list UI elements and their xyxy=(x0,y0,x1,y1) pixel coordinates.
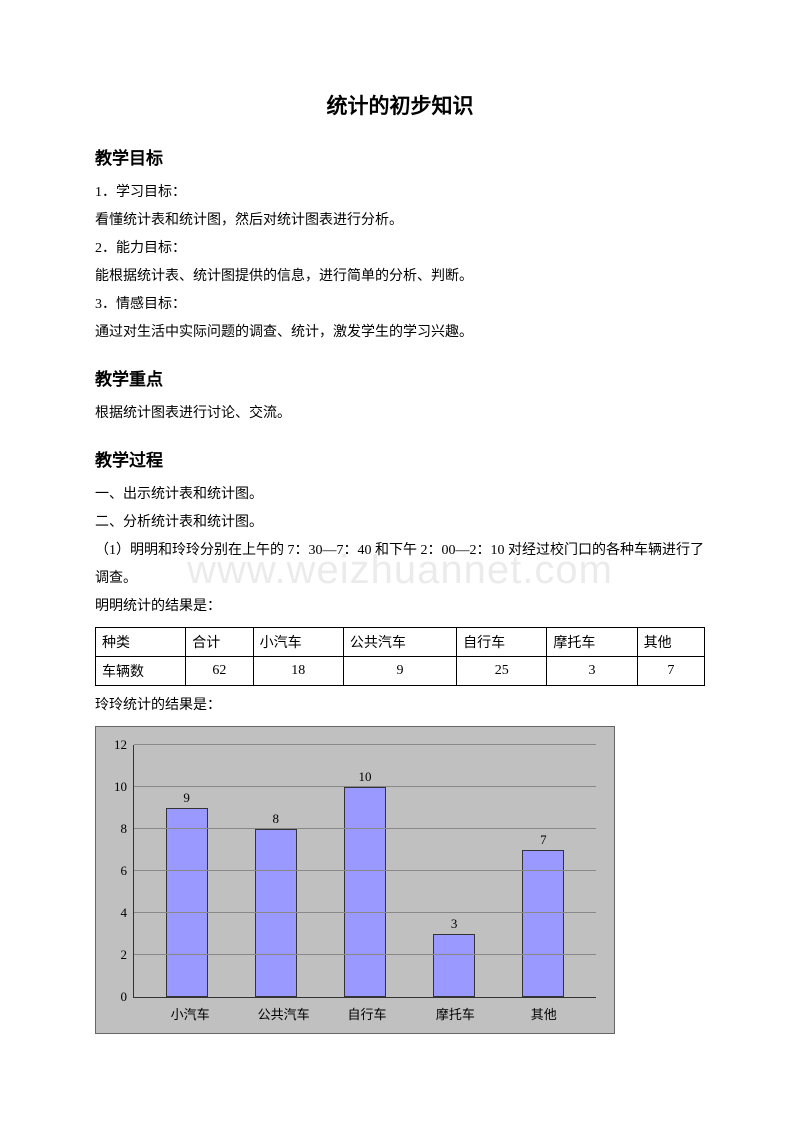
table-cell: 18 xyxy=(253,657,343,686)
bar xyxy=(166,808,208,997)
para-8: 一、出示统计表和统计图。 xyxy=(95,481,705,509)
para-4: 能根据统计表、统计图提供的信息，进行简单的分析、判断。 xyxy=(95,263,705,291)
x-axis: 小汽车 公共汽车 自行车 摩托车 其他 xyxy=(138,998,596,1023)
heading-process: 教学过程 xyxy=(95,446,705,471)
table-header-cell: 自行车 xyxy=(457,628,547,657)
table-header-cell: 合计 xyxy=(186,628,253,657)
plot-area: 9 8 10 3 7 xyxy=(133,745,596,998)
bars-container: 9 8 10 3 7 xyxy=(134,745,596,997)
bar-chart: 12 10 8 6 4 2 0 9 8 10 3 7 小汽车 公共汽车 自行车 摩托车 … xyxy=(95,726,615,1034)
bar xyxy=(433,934,475,997)
para-7: 根据统计图表进行讨论、交流。 xyxy=(95,400,705,428)
bar-value-label: 8 xyxy=(273,811,280,827)
bar-column: 10 xyxy=(344,769,386,997)
para-5: 3．情感目标： xyxy=(95,291,705,319)
para-1: 1．学习目标： xyxy=(95,179,705,207)
bar-column: 8 xyxy=(255,811,297,997)
bar-value-label: 10 xyxy=(358,769,371,785)
bar-value-label: 9 xyxy=(183,790,190,806)
table-header-cell: 摩托车 xyxy=(547,628,637,657)
chart-body: 12 10 8 6 4 2 0 9 8 10 3 7 xyxy=(114,745,596,998)
grid-line xyxy=(134,954,596,955)
bar-column: 9 xyxy=(166,790,208,997)
bar-column: 3 xyxy=(433,916,475,997)
table-cell: 7 xyxy=(637,657,704,686)
table-cell: 62 xyxy=(186,657,253,686)
para-2: 看懂统计表和统计图，然后对统计图表进行分析。 xyxy=(95,207,705,235)
para-3: 2．能力目标： xyxy=(95,235,705,263)
para-10: （1）明明和玲玲分别在上午的 7：30—7：40 和下午 2：00—2：10 对… xyxy=(95,537,705,593)
table-header-cell: 小汽车 xyxy=(253,628,343,657)
x-tick: 公共汽车 xyxy=(258,1004,300,1023)
table-header-cell: 公共汽车 xyxy=(343,628,456,657)
heading-objectives: 教学目标 xyxy=(95,144,705,169)
table-cell: 25 xyxy=(457,657,547,686)
grid-line xyxy=(134,744,596,745)
para-12: 玲玲统计的结果是： xyxy=(95,692,705,720)
bar xyxy=(344,787,386,997)
vehicle-table: 种类 合计 小汽车 公共汽车 自行车 摩托车 其他 车辆数 62 18 9 25… xyxy=(95,627,705,686)
grid-line xyxy=(134,786,596,787)
x-tick: 自行车 xyxy=(346,1004,388,1023)
bar xyxy=(255,829,297,997)
bar xyxy=(522,850,564,997)
table-cell: 9 xyxy=(343,657,456,686)
x-tick: 小汽车 xyxy=(169,1004,211,1023)
x-tick: 其他 xyxy=(523,1004,565,1023)
table-header-cell: 种类 xyxy=(96,628,186,657)
table-header-cell: 其他 xyxy=(637,628,704,657)
bar-column: 7 xyxy=(522,832,564,997)
document-page: www.weizhuannet.com 统计的初步知识 教学目标 1．学习目标：… xyxy=(0,0,800,1084)
grid-line xyxy=(134,912,596,913)
page-title: 统计的初步知识 xyxy=(95,90,705,120)
table-cell: 3 xyxy=(547,657,637,686)
grid-line xyxy=(134,828,596,829)
bar-value-label: 3 xyxy=(451,916,458,932)
para-9: 二、分析统计表和统计图。 xyxy=(95,509,705,537)
table-row: 车辆数 62 18 9 25 3 7 xyxy=(96,657,705,686)
table-header-row: 种类 合计 小汽车 公共汽车 自行车 摩托车 其他 xyxy=(96,628,705,657)
y-axis: 12 10 8 6 4 2 0 xyxy=(114,745,133,997)
x-tick: 摩托车 xyxy=(434,1004,476,1023)
para-11: 明明统计的结果是： xyxy=(95,593,705,621)
table-cell: 车辆数 xyxy=(96,657,186,686)
grid-line xyxy=(134,870,596,871)
heading-keypoints: 教学重点 xyxy=(95,365,705,390)
bar-value-label: 7 xyxy=(540,832,547,848)
para-6: 通过对生活中实际问题的调查、统计，激发学生的学习兴趣。 xyxy=(95,319,705,347)
